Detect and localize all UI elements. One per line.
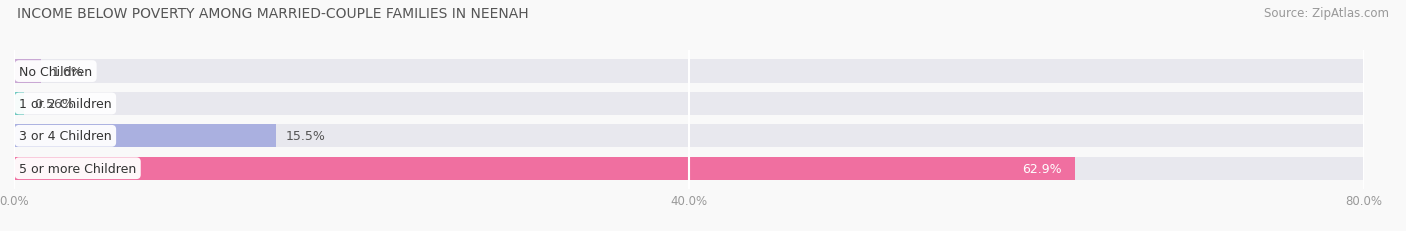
Text: 3 or 4 Children: 3 or 4 Children (20, 130, 111, 143)
Bar (14, 157, 1076, 180)
Bar (14, 157, 1364, 180)
Text: 1 or 2 Children: 1 or 2 Children (20, 97, 111, 110)
Text: No Children: No Children (20, 65, 93, 78)
Bar (14, 92, 24, 116)
Text: Source: ZipAtlas.com: Source: ZipAtlas.com (1264, 7, 1389, 20)
Bar (14, 125, 1364, 148)
Text: 1.6%: 1.6% (51, 65, 83, 78)
Text: 62.9%: 62.9% (1022, 162, 1062, 175)
Bar (14, 92, 1364, 116)
Bar (14, 60, 1364, 83)
Text: 5 or more Children: 5 or more Children (20, 162, 136, 175)
Bar (14, 125, 276, 148)
Text: INCOME BELOW POVERTY AMONG MARRIED-COUPLE FAMILIES IN NEENAH: INCOME BELOW POVERTY AMONG MARRIED-COUPL… (17, 7, 529, 21)
Text: 0.56%: 0.56% (34, 97, 73, 110)
Bar (14, 60, 41, 83)
Text: 15.5%: 15.5% (285, 130, 326, 143)
